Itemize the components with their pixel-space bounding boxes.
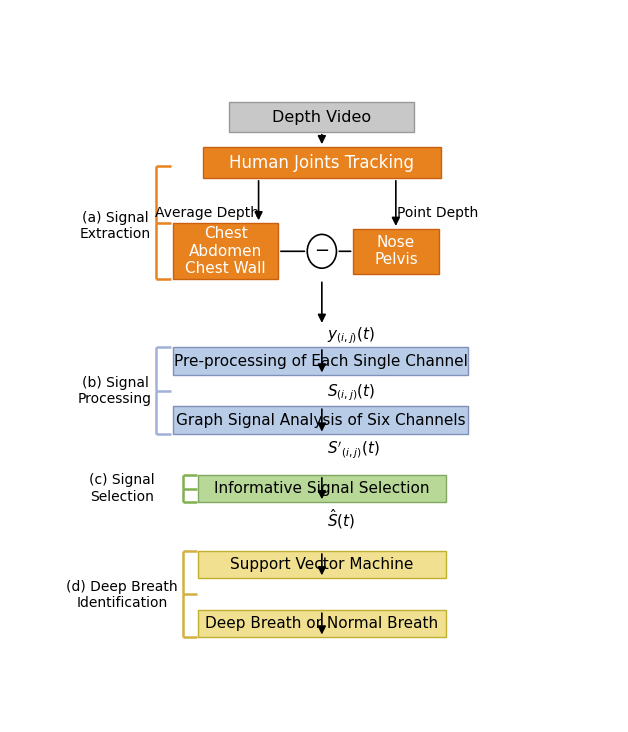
Text: Pre-processing of Each Single Channel: Pre-processing of Each Single Channel [174,354,468,369]
Text: (c) Signal
Selection: (c) Signal Selection [90,474,155,504]
FancyBboxPatch shape [173,223,278,280]
FancyBboxPatch shape [198,475,446,502]
FancyBboxPatch shape [173,406,468,435]
Text: (d) Deep Breath
Identification: (d) Deep Breath Identification [67,580,178,610]
Text: Informative Signal Selection: Informative Signal Selection [214,481,430,496]
Text: Human Joints Tracking: Human Joints Tracking [229,154,414,171]
Text: $\hat{S}(t)$: $\hat{S}(t)$ [327,507,355,531]
FancyBboxPatch shape [203,147,441,178]
FancyBboxPatch shape [229,102,414,132]
Text: −: − [314,242,330,261]
Text: Graph Signal Analysis of Six Channels: Graph Signal Analysis of Six Channels [176,413,465,428]
Text: $S_{(i,j)}(t)$: $S_{(i,j)}(t)$ [327,382,375,403]
FancyBboxPatch shape [198,551,446,578]
FancyBboxPatch shape [173,347,468,376]
Text: Deep Breath or Normal Breath: Deep Breath or Normal Breath [205,616,438,632]
Text: Depth Video: Depth Video [273,110,371,124]
Circle shape [307,234,337,268]
Text: $y_{(i,j)}(t)$: $y_{(i,j)}(t)$ [327,326,375,346]
Text: Chest
Abdomen
Chest Wall: Chest Abdomen Chest Wall [185,226,266,276]
Text: $S'_{(i,j)}(t)$: $S'_{(i,j)}(t)$ [327,440,380,461]
Text: (b) Signal
Processing: (b) Signal Processing [78,376,152,406]
Text: Point Depth: Point Depth [398,206,479,220]
Text: (a) Signal
Extraction: (a) Signal Extraction [79,211,151,241]
FancyBboxPatch shape [198,610,446,638]
FancyBboxPatch shape [354,228,438,274]
Text: Support Vector Machine: Support Vector Machine [230,557,413,572]
Text: Average Depth: Average Depth [154,206,259,220]
Text: Nose
Pelvis: Nose Pelvis [374,235,418,267]
